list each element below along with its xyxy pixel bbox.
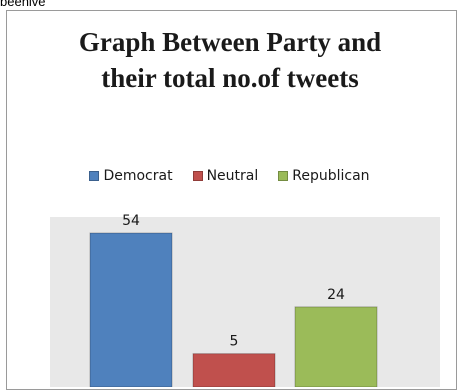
legend-swatch-neutral bbox=[192, 171, 203, 181]
data-label-neutral: 5 bbox=[230, 334, 239, 350]
bar-democrat bbox=[89, 232, 173, 387]
bar-neutral bbox=[192, 353, 276, 387]
legend-label-republican: Republican bbox=[292, 168, 370, 184]
legend-label-democrat: Democrat bbox=[103, 168, 173, 184]
legend-item-republican: Republican bbox=[278, 168, 370, 184]
legend-item-neutral: Neutral bbox=[192, 168, 259, 184]
chart-title: Graph Between Party and their total no.o… bbox=[78, 27, 382, 93]
legend-item-democrat: Democrat bbox=[89, 168, 173, 184]
legend-label-neutral: Neutral bbox=[206, 168, 259, 184]
legend-swatch-republican bbox=[278, 171, 289, 181]
bar-republican bbox=[294, 306, 378, 387]
chart-legend: Democrat Neutral Republican bbox=[0, 168, 459, 184]
page-top-text: beehive bbox=[0, 0, 46, 9]
legend-swatch-democrat bbox=[89, 171, 100, 181]
data-label-democrat: 54 bbox=[122, 213, 140, 229]
data-label-republican: 24 bbox=[327, 287, 345, 303]
